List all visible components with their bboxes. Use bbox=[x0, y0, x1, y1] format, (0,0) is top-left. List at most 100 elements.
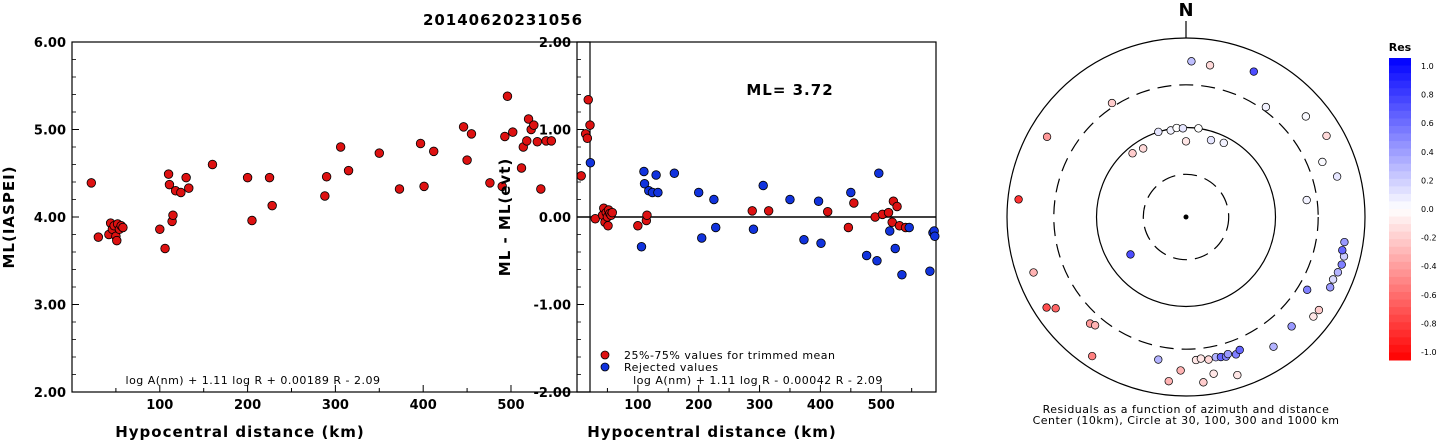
station-point bbox=[1164, 377, 1173, 386]
station-point bbox=[1014, 195, 1023, 204]
station-point bbox=[1154, 127, 1163, 137]
data-point bbox=[176, 187, 186, 198]
station-point bbox=[1088, 351, 1097, 361]
colorbar-step bbox=[1389, 276, 1411, 285]
data-point bbox=[532, 137, 543, 147]
ml-annotation: ML= 3.72 bbox=[746, 81, 833, 99]
caption-line-1: Residuals as a function of azimuth and d… bbox=[1043, 403, 1330, 416]
station-point bbox=[1042, 132, 1052, 141]
station-point bbox=[1029, 268, 1038, 277]
colorbar-title: Res bbox=[1389, 41, 1412, 54]
y-tick-label: 5.00 bbox=[34, 124, 66, 139]
station-point bbox=[1223, 349, 1233, 359]
data-point bbox=[394, 184, 405, 194]
colorbar-step bbox=[1389, 95, 1411, 104]
colorbar-step bbox=[1389, 148, 1411, 157]
y-tick-label: 1.00 bbox=[539, 124, 571, 139]
distance-ring-1000km bbox=[1006, 37, 1366, 397]
colorbar-step bbox=[1389, 193, 1411, 202]
x-tick-label: 400 bbox=[410, 398, 437, 413]
axis-ticks: 100 200 300 400 500 2.00 3.00 4.00 5.00 6.00 bbox=[34, 36, 556, 413]
data-point bbox=[607, 207, 617, 218]
data-point bbox=[374, 148, 384, 158]
data-point bbox=[168, 210, 178, 220]
data-point bbox=[639, 179, 650, 189]
station-point bbox=[1337, 260, 1346, 269]
caption-line-2: Center (10km), Circle at 30, 100, 300 an… bbox=[1033, 414, 1340, 427]
data-point bbox=[343, 165, 354, 176]
data-point bbox=[516, 163, 527, 173]
station-point bbox=[1128, 149, 1137, 158]
formula-text: log A(nm) + 1.11 log R - 0.00042 R - 2.0… bbox=[633, 374, 883, 387]
y-axis-label: ML - ML(evt) bbox=[496, 158, 514, 276]
distance-rings bbox=[1006, 37, 1366, 397]
y-tick-label: 3.00 bbox=[34, 299, 66, 314]
station-point bbox=[1233, 370, 1242, 380]
x-tick-label: 500 bbox=[868, 398, 895, 413]
data-point bbox=[872, 256, 882, 266]
colorbar-step bbox=[1389, 216, 1411, 225]
colorbar-step bbox=[1389, 314, 1411, 323]
data-point bbox=[885, 226, 895, 236]
station-point bbox=[1301, 112, 1311, 121]
data-point bbox=[118, 222, 128, 233]
colorbar-step bbox=[1389, 269, 1411, 278]
data-point bbox=[639, 166, 649, 177]
station-point bbox=[1269, 342, 1278, 351]
data-point bbox=[892, 201, 902, 212]
north-label: N bbox=[1178, 0, 1193, 21]
station-point bbox=[1209, 369, 1218, 378]
data-point bbox=[669, 168, 680, 178]
colorbar-step bbox=[1389, 307, 1411, 316]
data-point bbox=[164, 179, 175, 190]
colorbar-step bbox=[1389, 133, 1411, 142]
x-tick-label: 200 bbox=[685, 398, 712, 413]
data-point bbox=[419, 181, 429, 192]
colorbar-step bbox=[1389, 284, 1411, 293]
colorbar-step bbox=[1389, 246, 1411, 255]
colorbar-step bbox=[1389, 80, 1411, 89]
colorbar-step bbox=[1389, 344, 1411, 353]
data-point bbox=[603, 221, 613, 231]
center-dot bbox=[1183, 214, 1189, 220]
station-point bbox=[1204, 355, 1213, 364]
colorbar-step bbox=[1389, 125, 1411, 134]
data-point bbox=[429, 146, 439, 157]
colorbar-step bbox=[1389, 261, 1411, 270]
colorbar-label: -0.4 bbox=[1421, 262, 1437, 271]
station-point bbox=[1261, 102, 1271, 112]
station-point bbox=[1326, 283, 1335, 292]
station-point bbox=[1340, 237, 1349, 247]
station-point bbox=[1219, 138, 1228, 148]
data-points bbox=[86, 91, 595, 254]
data-point bbox=[155, 224, 165, 234]
station-point bbox=[1303, 285, 1312, 294]
station-point bbox=[1332, 172, 1342, 181]
data-point bbox=[890, 243, 900, 254]
data-point bbox=[247, 215, 257, 226]
colorbar-label: 0.6 bbox=[1421, 119, 1434, 128]
x-tick-label: 300 bbox=[746, 398, 773, 413]
station-point bbox=[1139, 144, 1148, 153]
data-point bbox=[207, 159, 218, 170]
colorbar-step bbox=[1389, 239, 1411, 248]
x-tick-label: 200 bbox=[234, 398, 261, 413]
legend-label-rejected: Rejected values bbox=[624, 361, 719, 374]
station-point bbox=[1176, 366, 1185, 375]
data-point bbox=[576, 171, 586, 181]
station-point bbox=[1187, 57, 1196, 66]
station-point bbox=[1322, 131, 1331, 141]
colorbar-label: -0.2 bbox=[1421, 234, 1437, 243]
colorbar-gradient bbox=[1389, 58, 1411, 361]
station-point bbox=[1309, 312, 1318, 321]
x-tick-label: 100 bbox=[146, 398, 173, 413]
colorbar-step bbox=[1389, 292, 1411, 301]
station-point bbox=[1107, 98, 1117, 108]
data-point bbox=[822, 207, 833, 217]
data-point bbox=[242, 172, 253, 183]
data-point bbox=[843, 222, 854, 233]
station-point bbox=[1235, 345, 1244, 355]
data-point bbox=[904, 222, 914, 233]
y-axis-label: ML(IASPEI) bbox=[0, 165, 18, 268]
data-point bbox=[415, 138, 426, 149]
